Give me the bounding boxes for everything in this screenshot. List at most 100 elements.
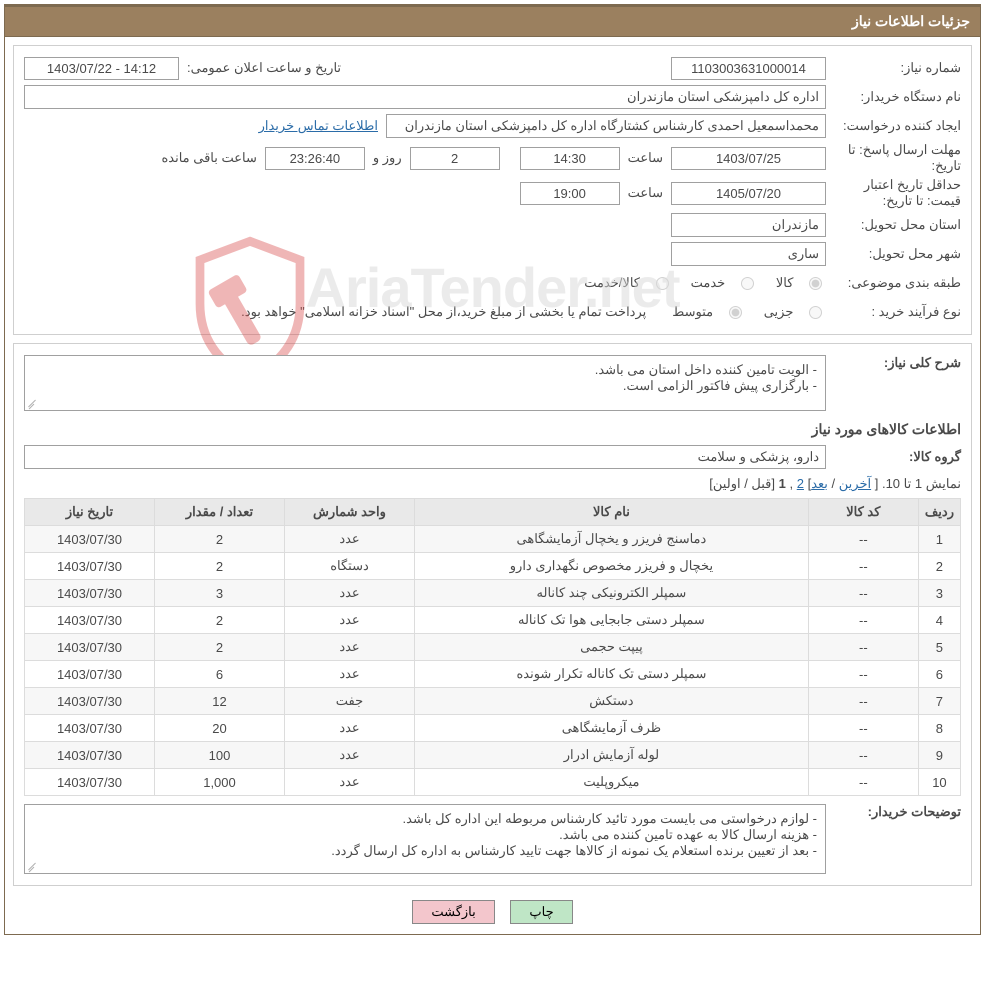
table-row: 4--سمپلر دستی جابجایی هوا تک کانالهعدد21… bbox=[25, 607, 961, 634]
cell: عدد bbox=[285, 742, 415, 769]
deadline-time-field: 14:30 bbox=[520, 147, 620, 170]
button-row: چاپ بازگشت bbox=[5, 894, 980, 934]
cell: 1403/07/30 bbox=[25, 769, 155, 796]
city-field: ساری bbox=[671, 242, 826, 266]
row-creator: ایجاد کننده درخواست: محمداسمعیل احمدی کا… bbox=[24, 113, 961, 139]
pager-last[interactable]: آخرین bbox=[839, 476, 871, 491]
details-panel: شرح کلی نیاز: - الویت تامین کننده داخل ا… bbox=[13, 343, 972, 886]
cell: 7 bbox=[918, 688, 960, 715]
row-deadline: مهلت ارسال پاسخ: تا تاریخ: 1403/07/25 سا… bbox=[24, 142, 961, 174]
cell: -- bbox=[808, 742, 918, 769]
cell: لوله آزمایش ادرار bbox=[415, 742, 809, 769]
pager-p2[interactable]: 2 bbox=[797, 476, 804, 491]
cell: 2 bbox=[155, 634, 285, 661]
cell: 1403/07/30 bbox=[25, 607, 155, 634]
pager-p1: 1 bbox=[779, 476, 786, 491]
print-button[interactable]: چاپ bbox=[510, 900, 572, 924]
info-panel: شماره نیاز: 1103003631000014 تاریخ و ساع… bbox=[13, 45, 972, 335]
cell: ظرف آزمایشگاهی bbox=[415, 715, 809, 742]
cell: 1,000 bbox=[155, 769, 285, 796]
cell: عدد bbox=[285, 715, 415, 742]
cell: 2 bbox=[155, 526, 285, 553]
table-row: 5--پیپت حجمیعدد21403/07/30 bbox=[25, 634, 961, 661]
cell: عدد bbox=[285, 634, 415, 661]
desc-textarea[interactable]: - الویت تامین کننده داخل استان می باشد. … bbox=[24, 355, 826, 411]
cell: 1403/07/30 bbox=[25, 526, 155, 553]
proc-radio-1[interactable]: متوسط bbox=[672, 304, 745, 319]
buyer-org-field: اداره کل دامپزشکی استان مازندران bbox=[24, 85, 826, 109]
row-group: گروه کالا: دارو، پزشکی و سلامت bbox=[24, 444, 961, 470]
resize-handle-icon[interactable] bbox=[26, 397, 38, 409]
cell: 3 bbox=[918, 580, 960, 607]
prov-label: استان محل تحویل: bbox=[826, 217, 961, 233]
table-row: 7--دستکشجفت121403/07/30 bbox=[25, 688, 961, 715]
cell: 2 bbox=[155, 553, 285, 580]
page-container: جزئیات اطلاعات نیاز AriaTender.net شماره… bbox=[4, 4, 981, 935]
group-field: دارو، پزشکی و سلامت bbox=[24, 445, 826, 469]
days-and: روز و bbox=[365, 150, 410, 166]
buyer-desc-textarea[interactable]: - لوازم درخواستی می بایست مورد تائید کار… bbox=[24, 804, 826, 874]
cat-radio-2[interactable]: کالا/خدمت bbox=[584, 275, 672, 290]
cell: 12 bbox=[155, 688, 285, 715]
cell: 2 bbox=[155, 607, 285, 634]
th-3: واحد شمارش bbox=[285, 499, 415, 526]
row-price-valid: حداقل تاریخ اعتبار قیمت: تا تاریخ: 1405/… bbox=[24, 177, 961, 209]
days-field: 2 bbox=[410, 147, 500, 170]
contact-link[interactable]: اطلاعات تماس خریدار bbox=[251, 118, 386, 134]
cell: 10 bbox=[918, 769, 960, 796]
cell: -- bbox=[808, 607, 918, 634]
prov-field: مازندران bbox=[671, 213, 826, 237]
price-valid-date-field: 1405/07/20 bbox=[671, 182, 826, 205]
cell: -- bbox=[808, 553, 918, 580]
remain-suffix: ساعت باقی مانده bbox=[153, 150, 264, 166]
items-table: ردیفکد کالانام کالاواحد شمارشتعداد / مقد… bbox=[24, 498, 961, 796]
cell: 6 bbox=[918, 661, 960, 688]
need-no-field: 1103003631000014 bbox=[671, 57, 826, 80]
cell: 2 bbox=[918, 553, 960, 580]
cell: 8 bbox=[918, 715, 960, 742]
cell: 1403/07/30 bbox=[25, 661, 155, 688]
cell: 1403/07/30 bbox=[25, 715, 155, 742]
cell: 4 bbox=[918, 607, 960, 634]
desc-label: شرح کلی نیاز: bbox=[826, 355, 961, 371]
resize-handle-icon[interactable] bbox=[26, 860, 38, 872]
cell: سمپلر دستی جابجایی هوا تک کاناله bbox=[415, 607, 809, 634]
table-header-row: ردیفکد کالانام کالاواحد شمارشتعداد / مقد… bbox=[25, 499, 961, 526]
pager-next[interactable]: بعد bbox=[811, 476, 828, 491]
th-5: تاریخ نیاز bbox=[25, 499, 155, 526]
table-row: 10--میکروپلیتعدد1,0001403/07/30 bbox=[25, 769, 961, 796]
creator-field: محمداسمعیل احمدی کارشناس کشتارگاه اداره … bbox=[386, 114, 826, 138]
need-no-label: شماره نیاز: bbox=[826, 60, 961, 76]
cell: 5 bbox=[918, 634, 960, 661]
cell: یخچال و فریزر مخصوص نگهداری دارو bbox=[415, 553, 809, 580]
row-buyer-org: نام دستگاه خریدار: اداره کل دامپزشکی است… bbox=[24, 84, 961, 110]
row-proc: نوع فرآیند خرید : جزیی متوسط پرداخت تمام… bbox=[24, 299, 961, 325]
price-valid-time-field: 19:00 bbox=[520, 182, 620, 205]
cell: -- bbox=[808, 688, 918, 715]
back-button[interactable]: بازگشت bbox=[412, 900, 494, 924]
th-0: ردیف bbox=[918, 499, 960, 526]
cell: عدد bbox=[285, 661, 415, 688]
proc-radio-0[interactable]: جزیی bbox=[764, 304, 826, 319]
table-row: 1--دماسنج فریزر و یخچال آزمایشگاهیعدد214… bbox=[25, 526, 961, 553]
cell: عدد bbox=[285, 607, 415, 634]
table-body: 1--دماسنج فریزر و یخچال آزمایشگاهیعدد214… bbox=[25, 526, 961, 796]
proc-radio-group: جزیی متوسط bbox=[654, 304, 826, 320]
cell: 6 bbox=[155, 661, 285, 688]
cell: -- bbox=[808, 580, 918, 607]
items-section-title: اطلاعات کالاهای مورد نیاز bbox=[24, 421, 961, 438]
th-1: کد کالا bbox=[808, 499, 918, 526]
cell: 1403/07/30 bbox=[25, 553, 155, 580]
cell: -- bbox=[808, 634, 918, 661]
hour-label-1: ساعت bbox=[620, 150, 671, 166]
table-row: 3--سمپلر الکترونیکی چند کانالهعدد31403/0… bbox=[25, 580, 961, 607]
table-row: 9--لوله آزمایش ادرارعدد1001403/07/30 bbox=[25, 742, 961, 769]
th-2: نام کالا bbox=[415, 499, 809, 526]
cell: سمپلر الکترونیکی چند کاناله bbox=[415, 580, 809, 607]
cat-radio-0[interactable]: کالا bbox=[776, 275, 826, 290]
cat-radio-1[interactable]: خدمت bbox=[691, 275, 758, 290]
announce-field: 1403/07/22 - 14:12 bbox=[24, 57, 179, 80]
cell: پیپت حجمی bbox=[415, 634, 809, 661]
table-row: 8--ظرف آزمایشگاهیعدد201403/07/30 bbox=[25, 715, 961, 742]
row-city: شهر محل تحویل: ساری bbox=[24, 241, 961, 267]
